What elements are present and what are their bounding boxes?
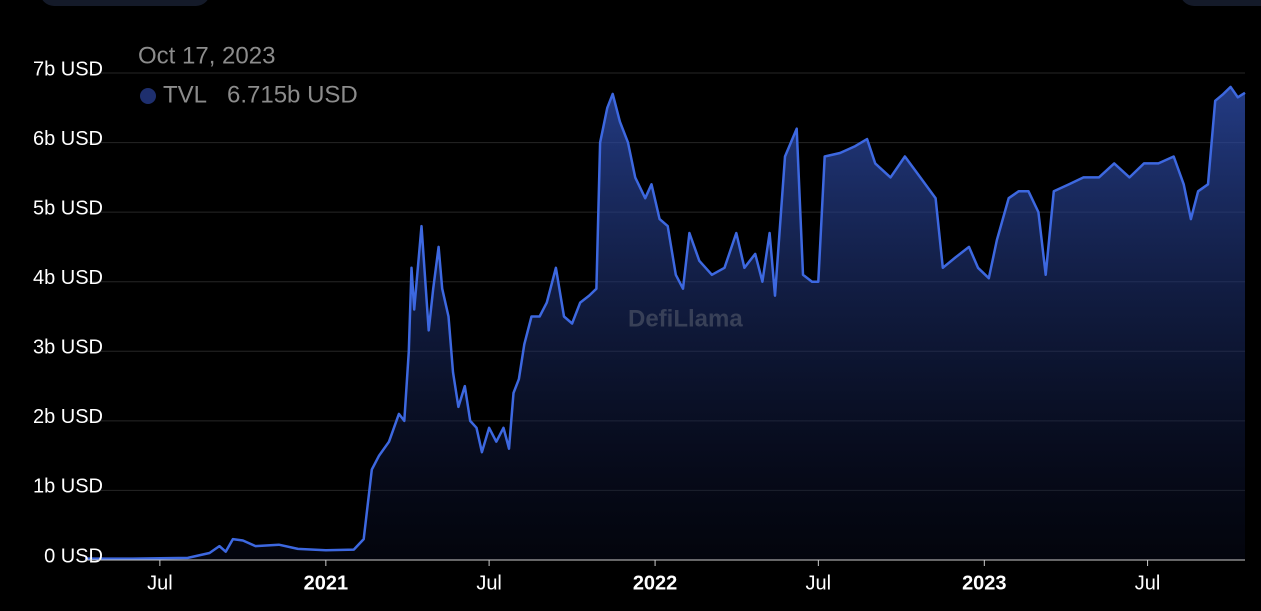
y-tick-label: 7b USD	[33, 58, 103, 80]
axes: 0 USD 1b USD 2b USD 3b USD 4b USD 5b USD 6b US…	[33, 58, 1245, 594]
x-tick-label: 2021	[304, 572, 349, 594]
x-tick-label: Jul	[806, 572, 832, 594]
tooltip-value: 6.715b USD	[227, 81, 358, 108]
y-tick-label: 4b USD	[33, 267, 103, 289]
x-tick-label: 2022	[633, 572, 678, 594]
legend-label: TVL	[163, 81, 207, 108]
x-tick-label: Jul	[476, 572, 502, 594]
tooltip-date: Oct 17, 2023	[138, 42, 275, 69]
x-tick-label: 2023	[962, 572, 1007, 594]
top-button[interactable]	[1180, 0, 1261, 6]
line	[85, 85, 1246, 560]
top-button[interactable]	[40, 0, 210, 6]
y-tick-label: 5b USD	[33, 197, 103, 219]
y-tick-label: 3b USD	[33, 337, 103, 359]
watermark: DefiLlama	[628, 305, 743, 332]
plot	[85, 85, 1246, 561]
area	[85, 86, 1245, 561]
y-tick-label: 2b USD	[33, 406, 103, 428]
y-tick-label: 1b USD	[33, 476, 103, 498]
x-tick-label: Jul	[1135, 572, 1161, 594]
x-tick-label: Jul	[147, 572, 173, 594]
y-tick-label: 0 USD	[44, 545, 103, 567]
legend-dot	[140, 88, 156, 104]
y-tick-label: 6b USD	[33, 128, 103, 150]
